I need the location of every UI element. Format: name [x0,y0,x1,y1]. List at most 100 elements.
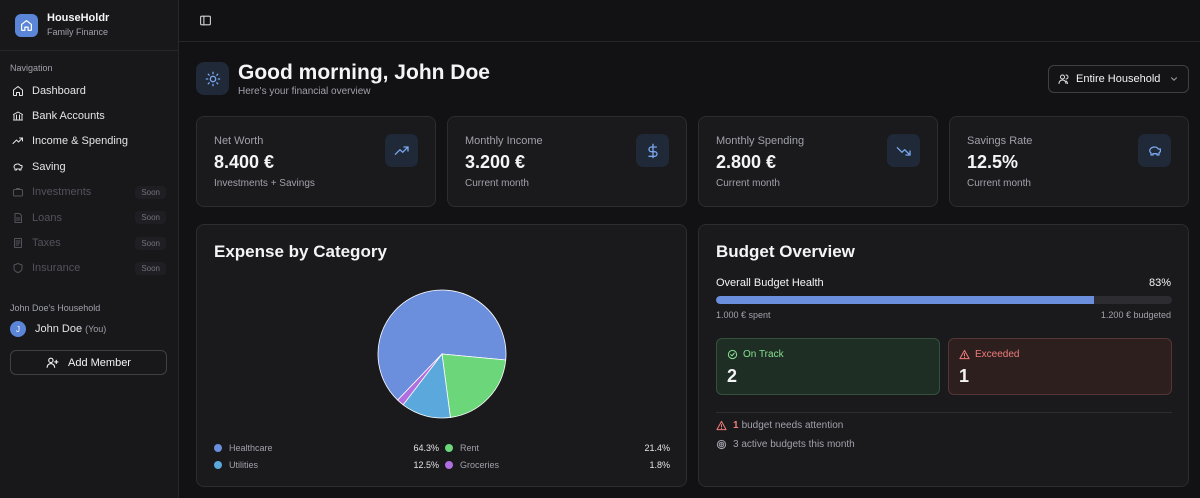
on-track-count: 2 [727,366,738,386]
soon-badge: Soon [135,185,166,199]
legend-item-healthcare: Healthcare [214,443,273,453]
avatar: J [10,321,26,337]
household-member[interactable]: J John Doe (You) [10,321,106,337]
sidebar-item-label: Loans [32,211,62,224]
sidebar-item-label: Investments [32,186,92,199]
active-budgets-text: 3 active budgets this month [733,439,855,450]
sidebar-item-bank-accounts[interactable]: Bank Accounts [0,103,178,128]
legend-pct: 21.4% [644,443,670,453]
user-plus-icon [46,356,59,369]
trend-icon [12,135,24,147]
exceeded-label: Exceeded [975,349,1020,360]
member-you-tag: (You) [85,324,107,334]
sidebar-item-label: Income & Spending [32,135,129,148]
sidebar-item-income-spending[interactable]: Income & Spending [0,129,178,154]
stat-value: 12.5% [967,152,1019,172]
stat-subtext: Current month [465,178,529,189]
brand-name: HouseHoldr [47,12,110,24]
nav-section-label: Navigation [10,63,53,73]
main-content: Good morning, John Doe Here's your finan… [179,0,1200,498]
shield-icon [12,262,24,274]
sidebar-item-label: Bank Accounts [32,110,105,123]
sidebar: HouseHoldr Family Finance Navigation Das… [0,0,179,498]
on-track-box: On Track 2 [716,338,940,395]
nav-menu: Dashboard Bank Accounts Income & Spendin… [0,78,178,281]
legend-label: Groceries [460,460,500,470]
brand[interactable]: HouseHoldr Family Finance [0,0,178,51]
trending-up-icon [385,134,418,167]
soon-badge: Soon [135,236,166,250]
stat-label: Savings Rate [967,135,1033,147]
stat-card-monthly-income: Monthly Income 3.200 € Current month [447,116,687,207]
budget-card-title: Budget Overview [716,242,855,261]
bank-icon [12,110,24,122]
dollar-icon [636,134,669,167]
legend-dot [214,444,222,452]
receipt-icon [12,237,24,249]
piggy-bank-icon [12,161,24,173]
soon-badge: Soon [135,211,166,225]
stat-value: 3.200 € [465,152,526,172]
household-scope-select[interactable]: Entire Household [1048,65,1189,93]
stat-label: Monthly Spending [716,135,805,147]
expense-card-title: Expense by Category [214,242,387,261]
piggy-bank-icon [1138,134,1171,167]
legend-pct: 1.8% [649,460,670,470]
stat-card-monthly-spending: Monthly Spending 2.800 € Current month [698,116,938,207]
pie-slice-groceries[interactable] [397,353,443,406]
check-circle-icon [727,349,738,360]
briefcase-icon [12,186,24,198]
exceeded-box: Exceeded 1 [948,338,1172,395]
budget-overview-card: Budget Overview Overall Budget Health 83… [698,224,1189,487]
legend-label: Rent [460,443,480,453]
add-member-label: Add Member [68,356,131,369]
chevron-down-icon [1169,74,1179,84]
stat-subtext: Current month [716,178,780,189]
legend-pct: 64.3% [413,443,439,453]
pie-slice-healthcare[interactable] [377,289,507,401]
expense-pie-chart [377,289,507,419]
household-section-label: John Doe's Household [10,303,101,313]
document-icon [12,212,24,224]
add-member-button[interactable]: Add Member [10,350,167,375]
active-budgets-note: 3 active budgets this month [716,439,855,450]
legend-pct: 12.5% [413,460,439,470]
users-icon [1058,73,1070,85]
home-icon [15,13,38,37]
budget-spent: 1.000 € spent [716,310,771,320]
sidebar-item-insurance: Insurance Soon [0,256,178,281]
legend-label: Utilities [229,460,259,470]
legend-item-groceries: Groceries [445,460,499,470]
stat-label: Monthly Income [465,135,543,147]
legend-dot [445,461,453,469]
stat-value: 8.400 € [214,152,275,172]
topbar [179,0,1200,42]
soon-badge: Soon [135,261,166,275]
sidebar-item-label: Dashboard [32,84,86,97]
attention-text: budget needs attention [741,420,844,431]
budget-health-percent: 83% [1148,277,1171,289]
sidebar-item-investments: Investments Soon [0,180,178,205]
expense-by-category-card: Expense by Category Healthcare 64.3% Ren… [196,224,687,487]
pie-slice-rent[interactable] [441,353,507,418]
stat-subtext: Current month [967,178,1031,189]
legend-item-utilities: Utilities [214,460,258,470]
stat-subtext: Investments + Savings [214,178,315,189]
exceeded-count: 1 [959,366,970,386]
sidebar-toggle-icon[interactable] [199,14,212,27]
budget-progress-bar [716,296,1172,304]
attention-note: 1 budget needs attention [716,420,843,431]
sidebar-item-dashboard[interactable]: Dashboard [0,78,178,103]
sidebar-item-label: Insurance [32,262,81,275]
trending-down-icon [887,134,920,167]
stat-value: 2.800 € [716,152,777,172]
stat-card-savings-rate: Savings Rate 12.5% Current month [949,116,1189,207]
sidebar-item-saving[interactable]: Saving [0,154,178,179]
home-icon [12,85,24,97]
stat-label: Net Worth [214,135,264,147]
on-track-label: On Track [743,349,784,360]
page-subtitle: Here's your financial overview [238,86,371,97]
scope-selected-value: Entire Household [1076,73,1161,85]
warning-icon [959,349,970,360]
